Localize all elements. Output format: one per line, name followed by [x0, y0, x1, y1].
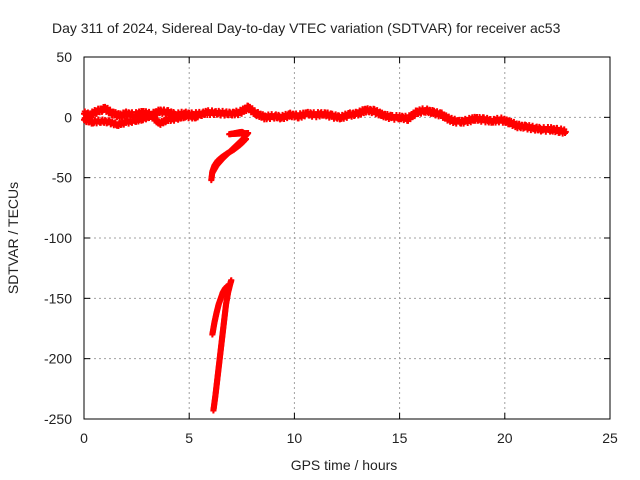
x-axis-ticks: 0 5 10 15 20 25 — [80, 57, 618, 446]
x-tick-label: 15 — [392, 430, 408, 446]
series-steep-low-branch-right-point — [228, 277, 235, 284]
x-tick-label: 25 — [602, 430, 618, 446]
y-tick-label: -50 — [52, 170, 72, 186]
series-main-band-point — [562, 128, 569, 135]
y-tick-label: -200 — [44, 351, 72, 367]
y-tick-label: 50 — [56, 49, 72, 65]
series-main-band-point-lower — [194, 114, 201, 121]
x-tick-label: 10 — [287, 430, 303, 446]
y-tick-label: -150 — [44, 290, 72, 306]
data-marks — [81, 102, 569, 414]
y-axis-ticks: 50 0 -50 -100 -150 -200 -250 — [44, 49, 610, 427]
y-tick-label: 0 — [64, 109, 72, 125]
chart-title: Day 311 of 2024, Sidereal Day-to-day VTE… — [52, 20, 561, 36]
x-axis-label: GPS time / hours — [291, 457, 398, 473]
x-tick-label: 0 — [80, 430, 88, 446]
series-arc-upper-right-point — [243, 131, 250, 138]
x-tick-label: 5 — [185, 430, 193, 446]
y-tick-label: -100 — [44, 230, 72, 246]
x-tick-label: 20 — [497, 430, 513, 446]
y-tick-label: -250 — [44, 411, 72, 427]
y-axis-label: SDTVAR / TECUs — [5, 182, 21, 294]
